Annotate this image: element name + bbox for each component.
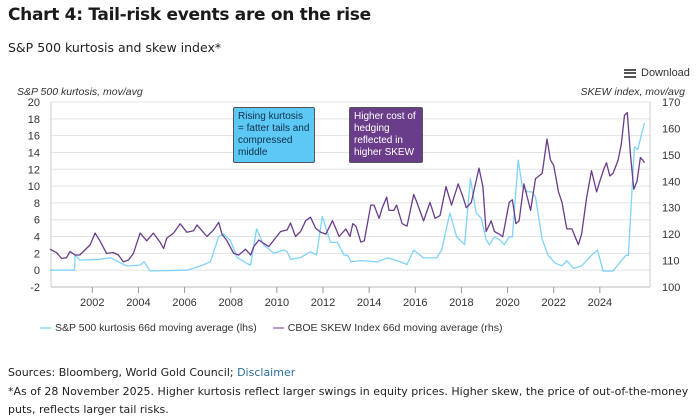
kurtosis-annotation: Rising kurtosis = fatter tails and compr… bbox=[233, 107, 315, 163]
left-tick-label: 20 bbox=[28, 97, 40, 109]
left-tick-label: 14 bbox=[28, 147, 40, 159]
x-tick-label: 2020 bbox=[495, 297, 519, 309]
right-tick-label: 100 bbox=[662, 282, 680, 294]
x-tick-label: 2006 bbox=[172, 297, 196, 309]
left-tick-label: 4 bbox=[34, 232, 40, 244]
right-tick-label: 120 bbox=[662, 229, 680, 241]
disclaimer-link[interactable]: Disclaimer bbox=[237, 366, 296, 379]
right-tick-label: 160 bbox=[662, 123, 680, 135]
skew-annotation: Higher cost of hedging reflected in high… bbox=[349, 107, 423, 163]
download-label: Download bbox=[641, 67, 690, 79]
x-tick-label: 2016 bbox=[403, 297, 427, 309]
left-tick-label: 2 bbox=[34, 248, 40, 260]
left-tick-label: 18 bbox=[28, 114, 40, 126]
footnote: *As of 28 November 2025. Higher kurtosis… bbox=[8, 385, 689, 416]
x-tick-label: 2010 bbox=[265, 297, 289, 309]
kurtosis-series-line bbox=[49, 122, 646, 272]
left-tick-label: 16 bbox=[28, 131, 40, 143]
left-tick-label: 12 bbox=[28, 164, 40, 176]
x-tick-label: 2014 bbox=[357, 297, 381, 309]
legend-swatch-skew bbox=[272, 327, 284, 330]
download-button[interactable]: Download bbox=[624, 67, 690, 79]
chart-title: Chart 4: Tail-risk events are on the ris… bbox=[8, 5, 371, 25]
legend-label-kurtosis: S&P 500 kurtosis 66d moving average (lhs… bbox=[55, 322, 257, 334]
right-axis-title: SKEW index, mov/avg bbox=[581, 86, 686, 98]
left-tick-label: 0 bbox=[34, 265, 40, 277]
right-tick-label: 170 bbox=[662, 97, 680, 109]
sources-text: Sources: Bloomberg, World Gold Council; bbox=[8, 366, 238, 379]
legend-item-kurtosis[interactable]: S&P 500 kurtosis 66d moving average (lhs… bbox=[40, 322, 257, 334]
x-tick-label: 2024 bbox=[588, 297, 612, 309]
left-tick-label: 10 bbox=[28, 181, 40, 193]
legend-item-skew[interactable]: CBOE SKEW Index 66d moving average (rhs) bbox=[272, 322, 503, 334]
legend-label-skew: CBOE SKEW Index 66d moving average (rhs) bbox=[287, 322, 503, 334]
x-tick-label: 2012 bbox=[311, 297, 335, 309]
left-tick-label: 6 bbox=[34, 215, 40, 227]
x-tick-label: 2004 bbox=[126, 297, 150, 309]
right-tick-label: 150 bbox=[662, 150, 680, 162]
right-tick-label: 110 bbox=[662, 256, 680, 268]
legend: S&P 500 kurtosis 66d moving average (lhs… bbox=[40, 322, 503, 334]
x-tick-label: 2002 bbox=[80, 297, 104, 309]
right-tick-label: 140 bbox=[662, 176, 680, 188]
left-tick-label: -2 bbox=[30, 282, 40, 294]
left-axis-title: S&P 500 kurtosis, mov/avg bbox=[17, 86, 143, 98]
chart-subtitle: S&P 500 kurtosis and skew index* bbox=[8, 40, 222, 55]
x-tick-label: 2018 bbox=[449, 297, 473, 309]
skew-series-line bbox=[49, 111, 645, 263]
right-tick-label: 130 bbox=[662, 203, 680, 215]
x-tick-label: 2022 bbox=[541, 297, 565, 309]
sources: Sources: Bloomberg, World Gold Council; … bbox=[8, 366, 295, 379]
hamburger-menu-icon bbox=[624, 68, 636, 78]
left-tick-label: 8 bbox=[34, 198, 40, 210]
legend-swatch-kurtosis bbox=[40, 327, 51, 330]
x-tick-label: 2008 bbox=[218, 297, 242, 309]
